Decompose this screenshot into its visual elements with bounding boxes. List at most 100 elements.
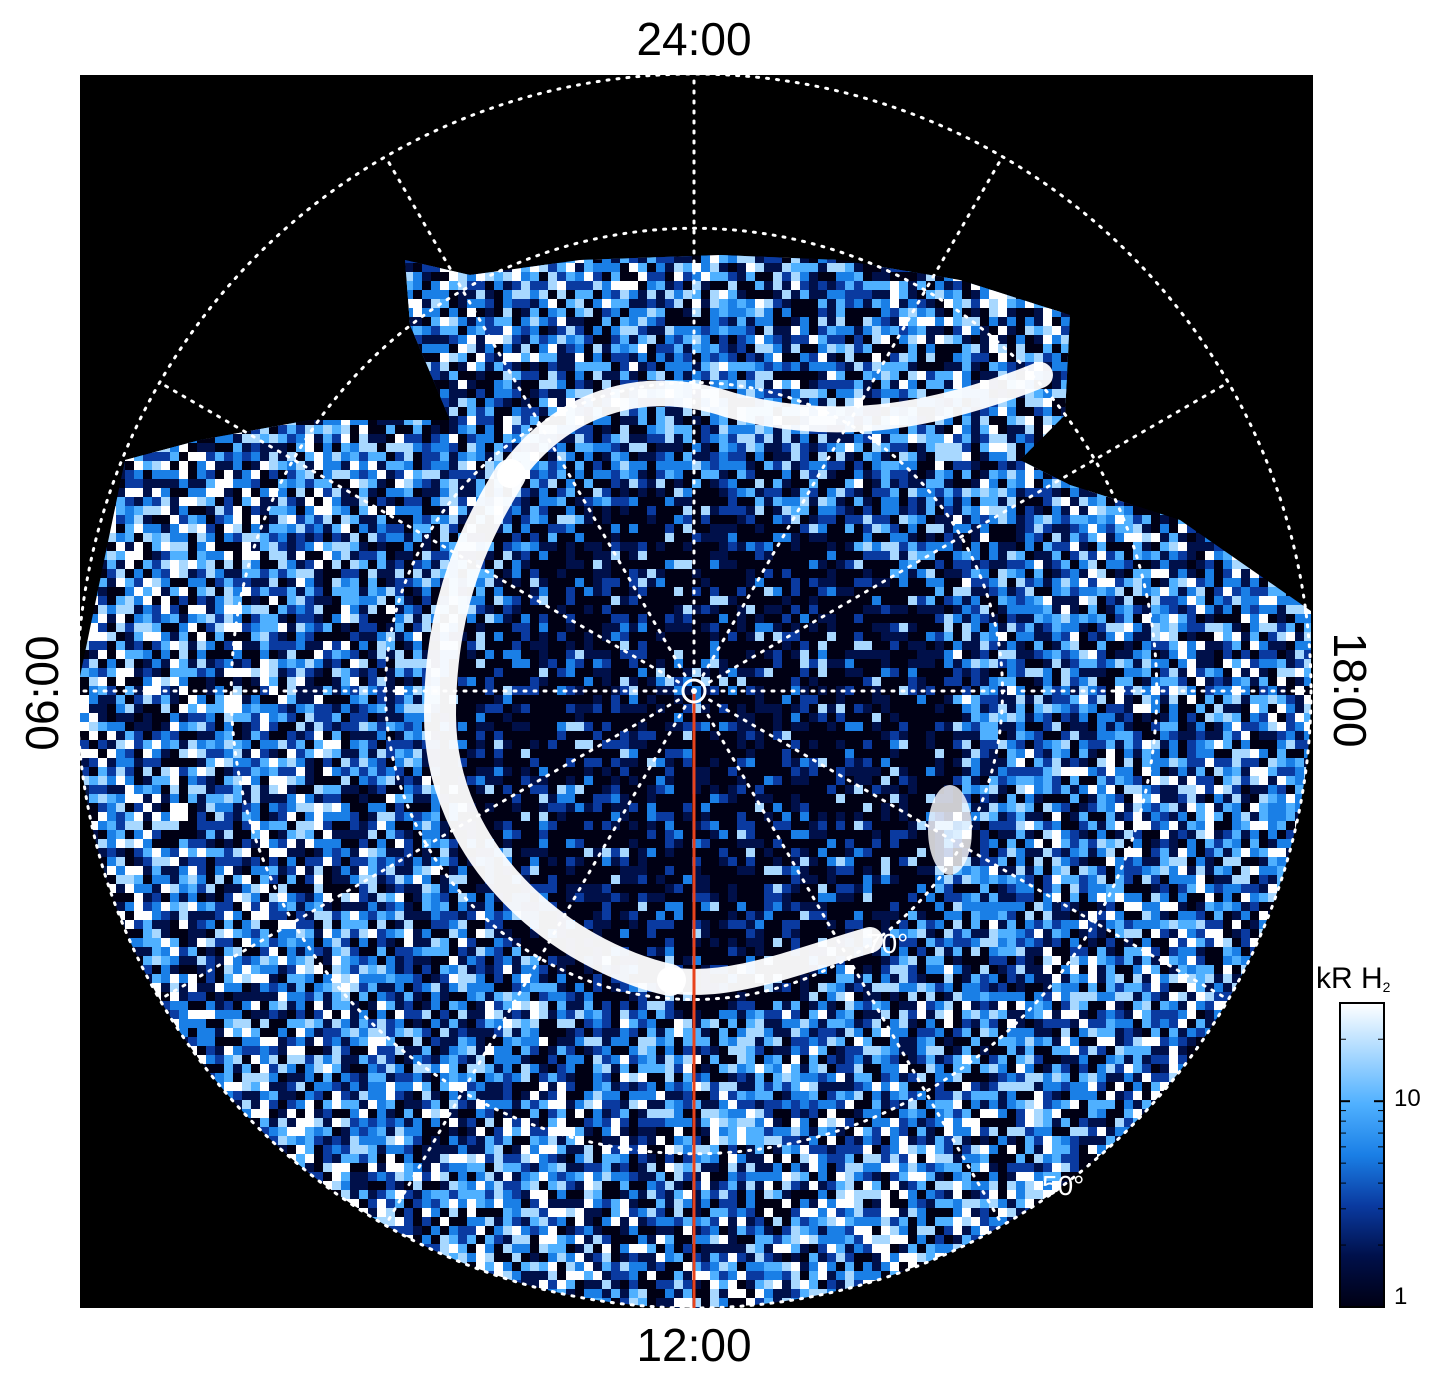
emission-pixel (1142, 317, 1151, 340)
emission-pixel (737, 533, 746, 542)
emission-pixel (971, 497, 980, 506)
emission-pixel (269, 587, 278, 596)
emission-pixel (890, 596, 899, 605)
emission-pixel (197, 506, 206, 515)
emission-pixel (287, 389, 296, 412)
emission-pixel (1115, 587, 1124, 596)
emission-pixel (1151, 326, 1160, 349)
emission-pixel (1052, 425, 1061, 448)
emission-pixel (1079, 255, 1088, 277)
emission-pixel (395, 578, 404, 587)
emission-pixel (1160, 497, 1169, 506)
emission-pixel (1205, 434, 1214, 457)
emission-pixel (638, 524, 647, 533)
emission-pixel (152, 560, 161, 569)
emission-pixel (1169, 308, 1178, 331)
emission-pixel (908, 551, 917, 560)
emission-pixel (602, 524, 611, 533)
emission-pixel (1196, 416, 1205, 439)
emission-pixel (287, 335, 296, 358)
emission-pixel (503, 551, 512, 560)
emission-pixel (1124, 344, 1133, 367)
emission-pixel (233, 578, 242, 587)
emission-pixel (314, 290, 323, 313)
emission-pixel (332, 524, 341, 533)
emission-pixel (1286, 596, 1295, 605)
emission-pixel (449, 524, 458, 533)
emission-pixel (1124, 362, 1133, 385)
emission-pixel (359, 272, 368, 295)
emission-pixel (710, 605, 719, 614)
emission-pixel (107, 515, 116, 524)
emission-pixel (251, 326, 260, 349)
emission-pixel (1061, 542, 1070, 551)
emission-pixel (935, 587, 944, 596)
emission-pixel (701, 578, 710, 587)
emission-pixel (440, 255, 449, 268)
emission-pixel (1034, 524, 1043, 533)
emission-pixel (1178, 587, 1187, 596)
emission-pixel (368, 596, 377, 605)
emission-pixel (377, 551, 386, 560)
emission-pixel (341, 605, 350, 614)
emission-pixel (125, 542, 134, 551)
emission-pixel (1097, 326, 1106, 349)
emission-pixel (998, 578, 1007, 587)
emission-pixel (656, 551, 665, 560)
emission-pixel (1115, 326, 1124, 349)
emission-pixel (512, 255, 521, 268)
emission-pixel (413, 533, 422, 542)
emission-pixel (305, 578, 314, 587)
emission-pixel (1079, 524, 1088, 533)
emission-pixel (656, 596, 665, 605)
emission-pixel (377, 362, 386, 385)
emission-pixel (134, 506, 143, 515)
emission-pixel (701, 587, 710, 596)
emission-pixel (872, 569, 881, 578)
emission-pixel (314, 524, 323, 533)
emission-pixel (179, 569, 188, 578)
emission-pixel (377, 524, 386, 533)
emission-pixel (1187, 425, 1196, 448)
emission-pixel (1061, 533, 1070, 542)
emission-pixel (638, 515, 647, 524)
emission-pixel (719, 497, 728, 506)
emission-pixel (323, 497, 332, 506)
emission-pixel (1142, 461, 1151, 484)
emission-pixel (980, 605, 989, 614)
emission-pixel (1151, 308, 1160, 331)
emission-pixel (683, 533, 692, 542)
emission-pixel (314, 335, 323, 358)
emission-pixel (575, 506, 584, 515)
emission-pixel (1178, 569, 1187, 578)
emission-pixel (872, 605, 881, 614)
emission-pixel (242, 299, 251, 322)
emission-pixel (242, 371, 251, 394)
emission-pixel (332, 605, 341, 614)
emission-pixel (899, 515, 908, 524)
emission-pixel (233, 533, 242, 542)
emission-pixel (332, 560, 341, 569)
emission-pixel (170, 515, 179, 524)
emission-pixel (1016, 596, 1025, 605)
emission-pixel (566, 596, 575, 605)
emission-pixel (305, 524, 314, 533)
emission-pixel (1232, 425, 1241, 448)
emission-pixel (1025, 587, 1034, 596)
emission-pixel (296, 317, 305, 340)
emission-pixel (332, 317, 341, 340)
emission-pixel (773, 506, 782, 515)
emission-pixel (269, 560, 278, 569)
emission-pixel (530, 569, 539, 578)
emission-pixel (1232, 479, 1241, 502)
emission-pixel (953, 605, 962, 614)
emission-pixel (1160, 551, 1169, 560)
emission-pixel (440, 524, 449, 533)
emission-pixel (251, 524, 260, 533)
emission-pixel (1016, 263, 1025, 286)
emission-pixel (413, 380, 422, 403)
emission-pixel (332, 326, 341, 349)
emission-pixel (1232, 497, 1241, 506)
emission-pixel (269, 524, 278, 533)
emission-pixel (1124, 281, 1133, 304)
